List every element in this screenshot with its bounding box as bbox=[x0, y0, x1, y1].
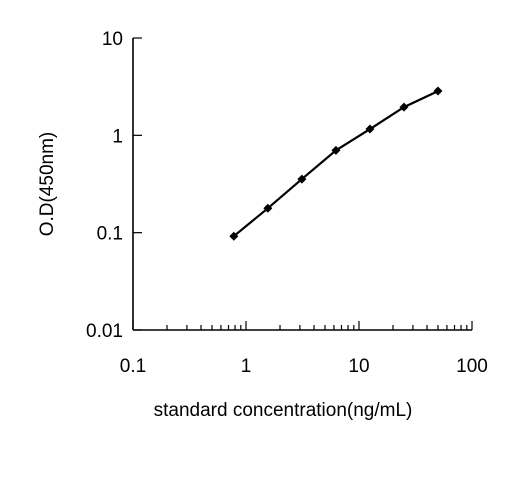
y-axis-title: O.D(450nm) bbox=[37, 132, 58, 237]
y-tick-label: 0.1 bbox=[97, 224, 123, 245]
y-tick-label: 10 bbox=[102, 29, 123, 50]
data-point bbox=[263, 203, 273, 213]
data-point bbox=[297, 174, 307, 184]
data-point bbox=[399, 102, 409, 112]
ticks bbox=[132, 37, 473, 331]
data-point bbox=[331, 145, 341, 155]
data-point bbox=[229, 231, 239, 241]
series bbox=[229, 86, 443, 241]
x-tick-label: 1 bbox=[241, 356, 252, 377]
axes bbox=[132, 38, 472, 331]
tick-labels: 0.1 1 10 100 0.01 0.1 1 10 bbox=[86, 29, 488, 377]
x-axis-title: standard concentration(ng/mL) bbox=[154, 400, 413, 421]
x-tick-label: 100 bbox=[456, 356, 488, 377]
y-tick-label: 1 bbox=[112, 126, 123, 147]
y-tick-label: 0.01 bbox=[86, 321, 123, 342]
x-tick-label: 0.1 bbox=[120, 356, 146, 377]
x-tick-label: 10 bbox=[348, 356, 369, 377]
data-point bbox=[433, 86, 443, 96]
series-line bbox=[233, 90, 439, 238]
data-point bbox=[365, 124, 375, 134]
